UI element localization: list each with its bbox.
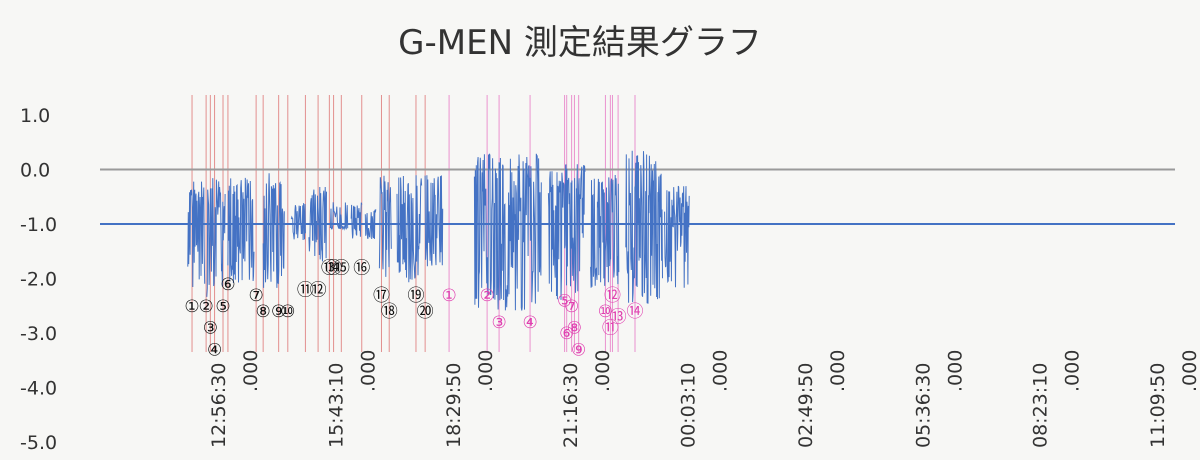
event-label: ⑧ bbox=[567, 319, 582, 339]
event-label: ⑩ bbox=[280, 302, 295, 322]
x-tick-fraction: .000 bbox=[944, 350, 966, 392]
series-segment bbox=[664, 185, 690, 288]
event-label: ⑬ bbox=[610, 308, 627, 328]
series-segment bbox=[625, 150, 663, 304]
x-tick-fraction: .000 bbox=[1179, 350, 1200, 392]
series-segment bbox=[227, 177, 255, 284]
event-label: ⑤ bbox=[557, 291, 572, 311]
x-tick-fraction: .000 bbox=[475, 350, 497, 392]
x-tick-time: 11:09:50 bbox=[1147, 363, 1169, 448]
x-tick-time: 21:16:30 bbox=[560, 363, 582, 448]
y-tick-label: -3.0 bbox=[20, 323, 57, 345]
x-tick-fraction: .000 bbox=[357, 350, 379, 392]
chart-title: G-MEN 測定結果グラフ bbox=[398, 23, 762, 63]
x-tick-time: 08:23:10 bbox=[1030, 363, 1052, 448]
series-segment bbox=[590, 174, 620, 288]
event-label: ⑰ bbox=[373, 286, 390, 306]
series-segment bbox=[473, 153, 542, 311]
y-tick-label: 1.0 bbox=[20, 105, 50, 127]
series-segment bbox=[378, 175, 392, 277]
x-tick-time: 00:03:10 bbox=[678, 363, 700, 448]
series-segment bbox=[350, 202, 363, 239]
series-segment bbox=[329, 202, 349, 231]
x-axis-ticks: 12:56:30 .000 15:43:10 .000 18:29:50 .000 21:1… bbox=[208, 350, 1200, 448]
y-tick-label: -5.0 bbox=[20, 432, 57, 454]
series-segment bbox=[290, 203, 306, 241]
series-segment bbox=[262, 173, 285, 288]
y-tick-label: -4.0 bbox=[20, 378, 57, 400]
event-label: ⑥ bbox=[559, 324, 574, 344]
series-segment bbox=[424, 175, 444, 267]
event-label: ③ bbox=[491, 313, 506, 333]
event-label: ⑦ bbox=[564, 297, 579, 317]
x-tick-time: 02:49:50 bbox=[795, 363, 817, 448]
event-label: ⑫ bbox=[604, 286, 621, 306]
event-label: ⑮ bbox=[333, 259, 350, 279]
y-tick-label: -1.0 bbox=[20, 214, 57, 236]
x-tick-time: 15:43:10 bbox=[325, 363, 347, 448]
event-label: ⑪ bbox=[297, 280, 314, 300]
event-label: ⑧ bbox=[256, 302, 271, 322]
x-tick-fraction: .000 bbox=[1062, 350, 1084, 392]
data-series bbox=[100, 150, 1175, 311]
series-segment bbox=[547, 164, 586, 300]
x-tick-fraction: .000 bbox=[710, 350, 732, 392]
event-label: ⑲ bbox=[407, 286, 424, 306]
event-label: ② bbox=[198, 297, 213, 317]
series-segment bbox=[206, 178, 226, 297]
event-label: ① bbox=[441, 286, 456, 306]
x-tick-time: 12:56:30 bbox=[208, 363, 230, 448]
event-label: ⑤ bbox=[215, 297, 230, 317]
event-label: ⑩ bbox=[598, 302, 613, 322]
y-tick-label: -2.0 bbox=[20, 269, 57, 291]
series-segment bbox=[396, 175, 423, 283]
event-label: ④ bbox=[207, 340, 222, 360]
event-label: ⑥ bbox=[220, 275, 235, 295]
y-tick-label: 0.0 bbox=[20, 160, 50, 182]
event-label: ⑯ bbox=[353, 259, 370, 279]
x-tick-fraction: .000 bbox=[827, 350, 849, 392]
event-label: ⑭ bbox=[325, 259, 342, 279]
y-axis-ticks: 1.0 0.0 -1.0 -2.0 -3.0 -4.0 -5.0 bbox=[20, 105, 57, 454]
series-segment bbox=[364, 209, 377, 240]
event-label: ⑬ bbox=[321, 259, 338, 279]
series-segment bbox=[187, 181, 206, 288]
event-label: ⑭ bbox=[627, 302, 644, 322]
event-label: ③ bbox=[203, 319, 218, 339]
series-segment bbox=[308, 186, 327, 262]
event-label: ① bbox=[184, 297, 199, 317]
x-tick-fraction: .000 bbox=[592, 350, 614, 392]
x-tick-time: 18:29:50 bbox=[443, 363, 465, 448]
event-label: ② bbox=[479, 286, 494, 306]
event-label: ⑳ bbox=[417, 302, 434, 322]
event-label: ⑨ bbox=[271, 302, 286, 322]
event-label: ⑪ bbox=[602, 319, 619, 339]
event-label: ⑦ bbox=[248, 286, 263, 306]
event-label: ⑫ bbox=[310, 280, 327, 300]
event-label: ⑱ bbox=[381, 302, 398, 322]
event-label: ④ bbox=[522, 313, 537, 333]
x-tick-fraction: .000 bbox=[240, 350, 262, 392]
x-tick-time: 05:36:30 bbox=[912, 363, 934, 448]
event-label: ⑨ bbox=[571, 340, 586, 360]
